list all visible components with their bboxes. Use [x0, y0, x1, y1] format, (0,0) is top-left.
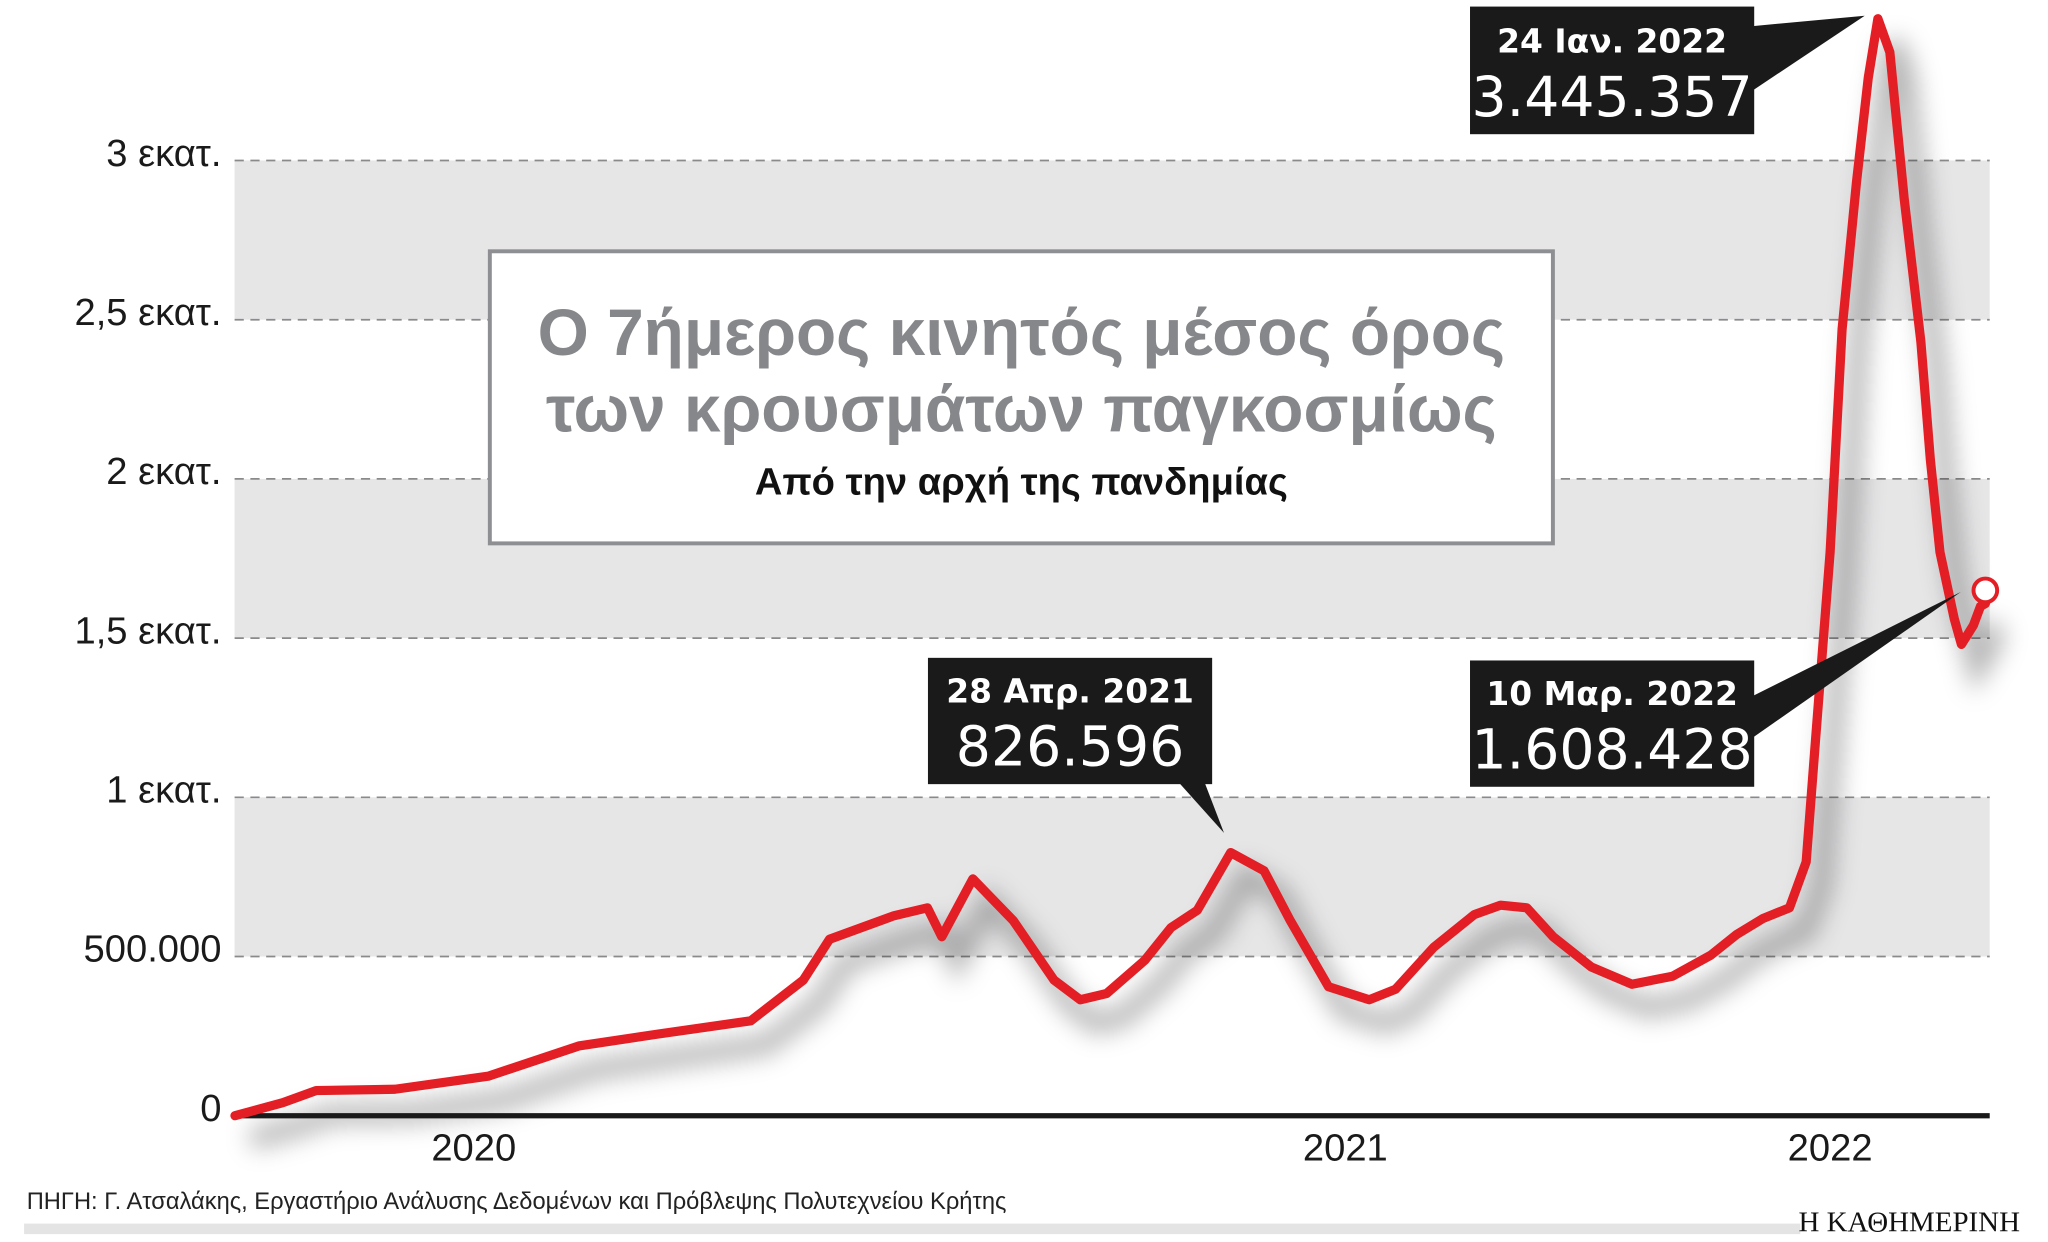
callout-value: 826.596	[956, 716, 1184, 780]
x-axis-ticks: 2020 2021 2022	[431, 1126, 1872, 1169]
publisher-logo: Η ΚΑΘΗΜΕΡΙΝΗ	[1798, 1206, 2020, 1238]
chart-title: Ο 7ήμερος κινητός μέσος όρος	[538, 295, 1505, 369]
y-tick-label: 500.000	[84, 928, 222, 971]
callout-peak-jan-2022: 24 Ιαν. 2022 3.445.357	[1470, 6, 1865, 135]
callout-value: 1.608.428	[1472, 718, 1753, 782]
footer-bar	[24, 1223, 1801, 1235]
callout-date: 10 Μαρ. 2022	[1486, 674, 1737, 713]
series-end-marker	[1971, 576, 2000, 605]
y-tick-label: 2 εκατ.	[106, 450, 221, 493]
callout-date: 28 Απρ. 2021	[946, 672, 1194, 711]
y-tick-label: 3 εκατ.	[106, 132, 221, 175]
callout-value: 3.445.357	[1472, 66, 1753, 130]
callout-mar-2022: 10 Μαρ. 2022 1.608.428	[1470, 592, 1961, 787]
title-box: Ο 7ήμερος κινητός μέσος όρος των κρουσμά…	[487, 249, 1555, 546]
y-tick-label: 2,5 εκατ.	[74, 291, 221, 334]
y-tick-label: 1,5 εκατ.	[74, 609, 221, 652]
source-note: ΠΗΓΗ: Γ. Ατσαλάκης, Εργαστήριο Ανάλυσης …	[27, 1189, 1007, 1215]
y-tick-label: 1 εκατ.	[106, 769, 221, 812]
series-line	[230, 14, 1990, 1121]
line-shadow	[248, 38, 2007, 1150]
callout-date: 24 Ιαν. 2022	[1497, 22, 1727, 61]
x-tick-label: 2022	[1788, 1126, 1873, 1169]
y-axis-ticks: 0 500.000 1 εκατ. 1,5 εκατ. 2 εκατ. 2,5 εκατ.…	[74, 132, 221, 1130]
callout-peak-apr-2021: 28 Απρ. 2021 826.596	[927, 657, 1224, 833]
x-tick-label: 2020	[431, 1126, 516, 1169]
y-tick-label: 0	[200, 1087, 221, 1130]
x-tick-label: 2021	[1303, 1126, 1388, 1169]
chart-title-line2: των κρουσμάτων παγκοσμίως	[546, 372, 1497, 446]
grid-band	[234, 797, 1990, 957]
chart-subtitle: Από την αρχή της πανδημίας	[755, 461, 1288, 504]
